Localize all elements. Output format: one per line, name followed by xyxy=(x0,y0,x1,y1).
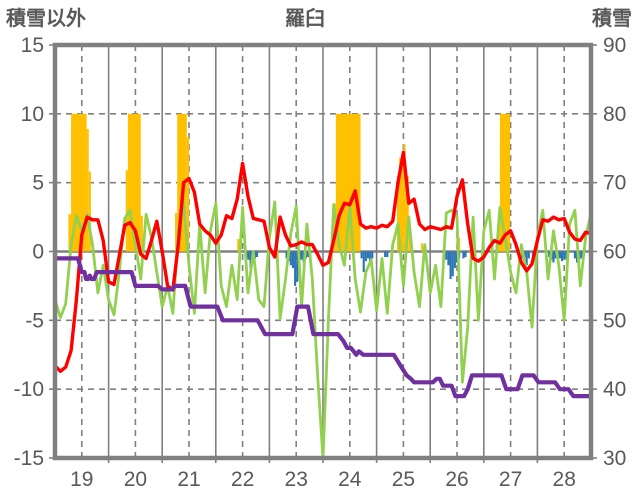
temperature-line xyxy=(55,150,591,373)
svg-text:24: 24 xyxy=(338,468,362,491)
svg-text:10: 10 xyxy=(21,103,44,126)
svg-text:90: 90 xyxy=(603,34,626,57)
plot-border xyxy=(52,42,594,461)
svg-text:-5: -5 xyxy=(25,309,44,332)
svg-text:23: 23 xyxy=(285,468,308,491)
svg-text:20: 20 xyxy=(124,468,147,491)
chart-title: 羅臼 xyxy=(285,8,325,30)
gridlines xyxy=(49,44,597,463)
svg-text:30: 30 xyxy=(603,447,626,470)
svg-text:70: 70 xyxy=(603,172,626,195)
svg-text:0: 0 xyxy=(32,241,44,264)
svg-text:19: 19 xyxy=(70,468,93,491)
svg-text:40: 40 xyxy=(603,378,626,401)
svg-text:26: 26 xyxy=(445,468,468,491)
svg-text:-10: -10 xyxy=(14,378,44,401)
svg-text:28: 28 xyxy=(553,468,576,491)
svg-text:80: 80 xyxy=(603,103,626,126)
svg-text:15: 15 xyxy=(21,34,44,57)
green-line xyxy=(55,200,591,458)
right-axis-title: 積雪 xyxy=(592,8,632,30)
svg-text:5: 5 xyxy=(32,172,44,195)
svg-text:22: 22 xyxy=(231,468,254,491)
left-axis-title: 積雪以外 xyxy=(6,8,86,30)
snow-depth-line xyxy=(55,256,591,399)
plot-series xyxy=(55,113,591,458)
svg-text:50: 50 xyxy=(603,309,626,332)
svg-text:60: 60 xyxy=(603,241,626,264)
svg-text:21: 21 xyxy=(177,468,200,491)
svg-text:25: 25 xyxy=(392,468,415,491)
svg-text:-15: -15 xyxy=(14,447,44,470)
svg-text:27: 27 xyxy=(499,468,522,491)
